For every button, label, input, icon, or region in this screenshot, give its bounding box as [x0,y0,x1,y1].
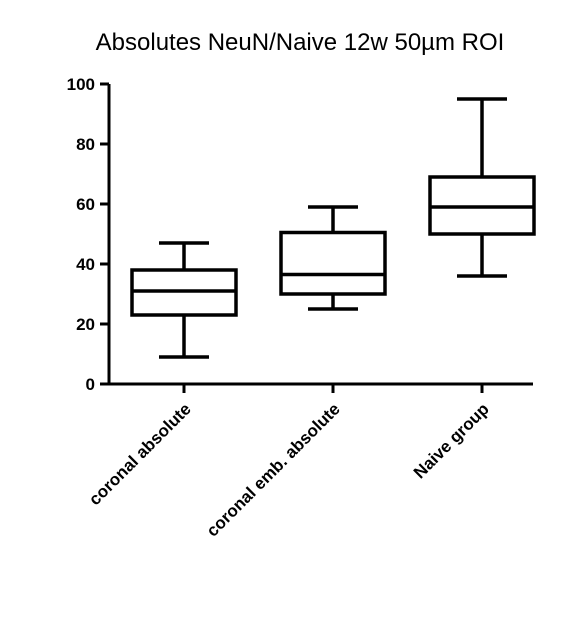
x-tick-label: coronal absolute [85,399,195,509]
y-tick-label: 60 [76,195,95,214]
x-axis: coronal absolute coronal emb. absolute Nai… [85,382,533,540]
iqr-box [279,230,387,296]
x-tick-label: coronal emb. absolute [203,399,344,540]
y-axis: 0 20 40 60 80 100 [67,75,111,394]
y-tick-label: 40 [76,255,95,274]
x-tick-label: Naive group [410,399,493,482]
box-1 [130,241,238,359]
box-series [130,97,536,359]
box-2 [279,205,387,311]
chart-title: Absolutes NeuN/Naive 12w 50µm ROI [96,29,505,56]
y-tick-label: 100 [67,75,95,94]
y-tick-label: 80 [76,135,95,154]
y-tick-label: 20 [76,315,95,334]
y-tick-label: 0 [86,375,95,394]
box-3 [428,97,536,278]
